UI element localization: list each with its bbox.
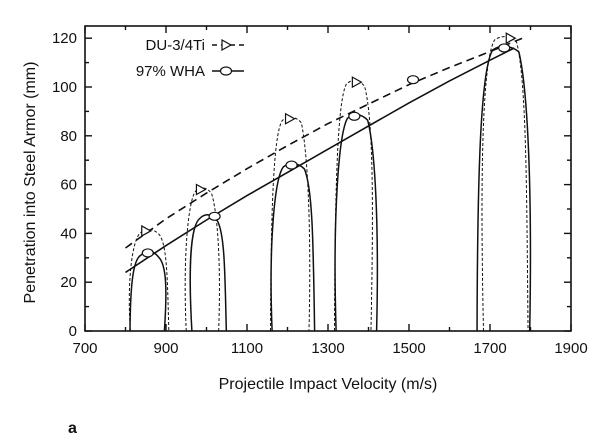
data-point-wha: [406, 75, 420, 85]
x-tick-label: 700: [72, 340, 97, 357]
x-tick-label: 1500: [392, 340, 425, 357]
legend-marker: [221, 38, 233, 52]
data-point-wha: [208, 211, 221, 221]
data-point-wha: [348, 111, 361, 121]
axis-ticks: 700 900 1100 1300 1500 1700 1900 0 20 40 60 80 100 12…: [52, 26, 588, 357]
legend-marker: [219, 66, 233, 76]
data-point-du: [195, 183, 207, 196]
y-tick-label: 60: [60, 177, 77, 194]
x-tick-label: 1700: [473, 340, 506, 357]
fit-curves: [125, 37, 523, 274]
x-tick-label: 1100: [231, 340, 263, 357]
y-axis-label: Penetration into Steel Armor (mm): [22, 62, 39, 304]
x-axis-label: Projectile Impact Velocity (m/s): [219, 376, 438, 393]
crater-profile-wha: [129, 250, 167, 332]
legend-label: DU-3/4Ti: [146, 37, 205, 54]
crater-profile-wha: [189, 214, 228, 332]
data-point-wha: [141, 248, 154, 258]
data-point-du: [505, 32, 517, 45]
data-point-du: [351, 76, 363, 89]
y-tick-label: 40: [60, 225, 77, 242]
legend-label: 97% WHA: [136, 63, 205, 80]
panel-label: a: [68, 420, 77, 436]
crater-profile-wha: [270, 162, 316, 332]
x-tick-label: 1300: [311, 340, 344, 357]
legend: DU-3/4Ti 97% WHA: [136, 37, 244, 80]
fit-curve-du: [125, 37, 523, 249]
y-tick-label: 0: [69, 323, 77, 340]
fit-curve-wha: [125, 47, 515, 274]
data-point-du: [141, 224, 152, 237]
crater-profile-du: [128, 228, 170, 332]
data-points: [141, 32, 517, 258]
x-tick-label: 1900: [554, 340, 587, 357]
crater-profile-du: [481, 36, 529, 332]
y-tick-label: 120: [52, 30, 77, 47]
x-tick-label: 900: [153, 340, 178, 357]
crater-profiles: [128, 36, 532, 332]
data-point-wha: [285, 160, 298, 170]
y-tick-label: 80: [60, 128, 77, 145]
y-tick-label: 20: [60, 274, 77, 291]
data-point-du: [284, 112, 296, 125]
y-tick-label: 100: [52, 79, 77, 96]
data-point-wha: [498, 43, 511, 53]
crater-profile-du: [270, 116, 311, 332]
crater-profile-du: [184, 187, 220, 332]
